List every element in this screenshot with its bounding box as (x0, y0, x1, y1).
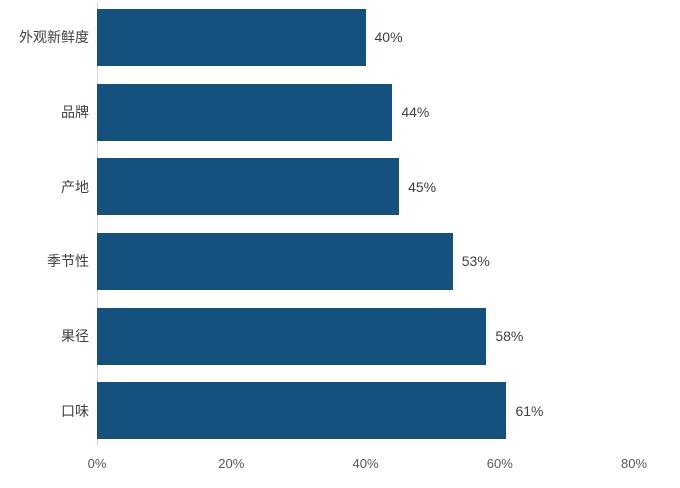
value-label: 40% (374, 29, 403, 46)
bar (97, 232, 453, 290)
bar-track: 58% (97, 299, 634, 374)
bar (97, 382, 507, 440)
value-label: 44% (401, 104, 430, 120)
bar-row: 口味 61% (0, 373, 680, 448)
bar (97, 158, 400, 216)
bar-track: 44% (97, 75, 634, 150)
x-tick-label: 40% (352, 456, 379, 471)
bar-row: 产地 45% (0, 149, 680, 224)
value-label: 45% (408, 178, 437, 195)
value-label: 58% (495, 328, 524, 345)
x-tick-label: 60% (486, 456, 513, 471)
bar-row: 果径 58% (0, 299, 680, 374)
x-tick-label: 80% (620, 456, 648, 471)
x-tick-label: 20% (218, 456, 245, 471)
bar-row: 品牌 44% (0, 75, 680, 150)
bar-track: 61% (97, 373, 634, 448)
category-label: 季节性 (47, 253, 89, 270)
bar-row: 外观新鲜度 40% (0, 0, 680, 75)
bar-track: 53% (97, 224, 634, 299)
category-label: 品牌 (61, 104, 89, 120)
bar-track: 45% (97, 149, 634, 224)
category-label: 外观新鲜度 (19, 29, 89, 46)
category-label: 口味 (61, 402, 89, 419)
value-label: 53% (461, 253, 490, 270)
bar-row: 季节性 53% (0, 224, 680, 299)
y-axis-line (97, 2, 98, 446)
value-label: 61% (515, 402, 544, 419)
x-tick-label: 0% (87, 456, 107, 471)
plot-rows: 外观新鲜度 40% 品牌 44% 产地 45% 季节性 53% 果径 58% 口… (0, 0, 680, 448)
bar-track: 40% (97, 0, 634, 75)
category-label: 果径 (61, 328, 89, 345)
bar (97, 307, 487, 365)
bar (97, 8, 366, 66)
bar (97, 83, 393, 141)
x-axis: 0% 20% 40% 60% 80% (88, 448, 647, 480)
category-label: 产地 (61, 178, 89, 195)
